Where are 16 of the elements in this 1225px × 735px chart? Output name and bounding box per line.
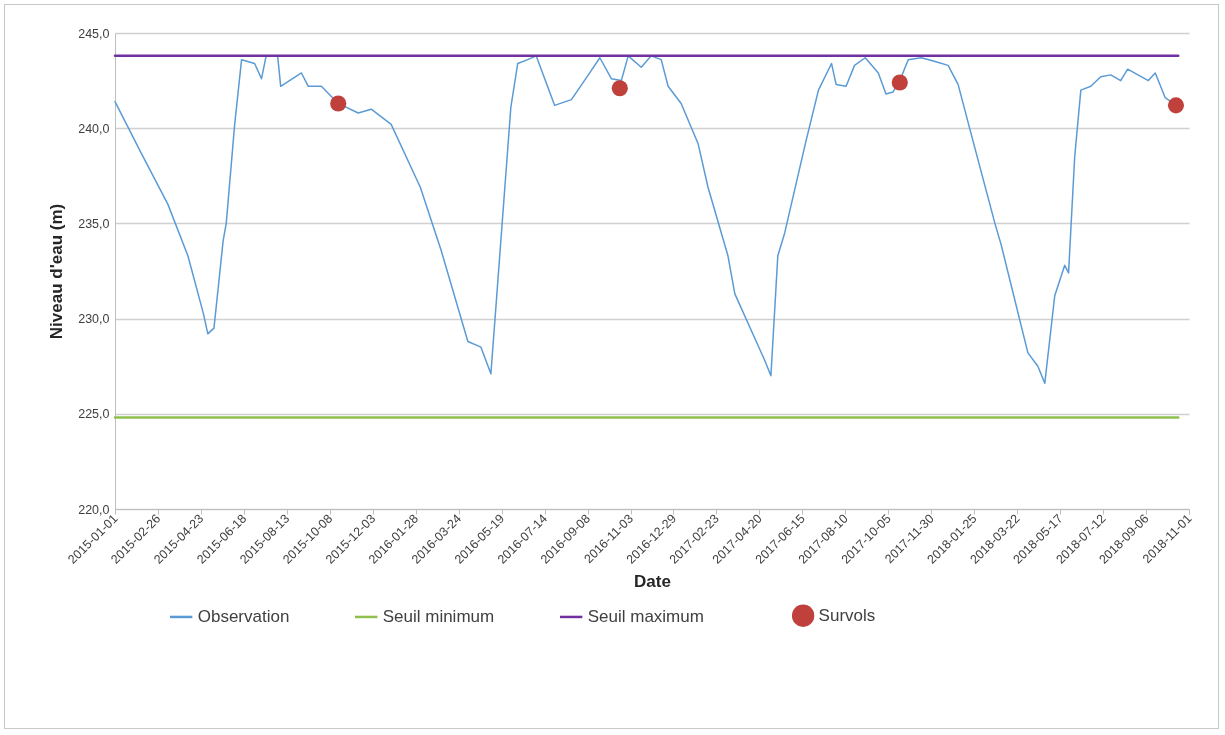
y-tick-label: 240,0 (78, 121, 110, 136)
point (1167, 97, 1185, 114)
y-tick-label: 230,0 (78, 312, 110, 327)
y-tick-label: 235,0 (78, 216, 110, 231)
point (330, 95, 347, 112)
point (611, 80, 628, 97)
legend-label: Seuil maximum (587, 606, 704, 626)
y-tick-label: 245,0 (78, 26, 110, 41)
legend-label: Observation (197, 606, 290, 626)
legend-label: Seuil minimum (382, 606, 495, 626)
y-axis-title: Niveau d'eau (m) (47, 203, 67, 340)
legend-label: Survols (818, 605, 876, 625)
x-axis-title: Date (634, 572, 671, 592)
y-tick-label: 220,0 (78, 502, 110, 517)
y-tick-label: 225,0 (78, 407, 110, 422)
point (891, 74, 908, 91)
